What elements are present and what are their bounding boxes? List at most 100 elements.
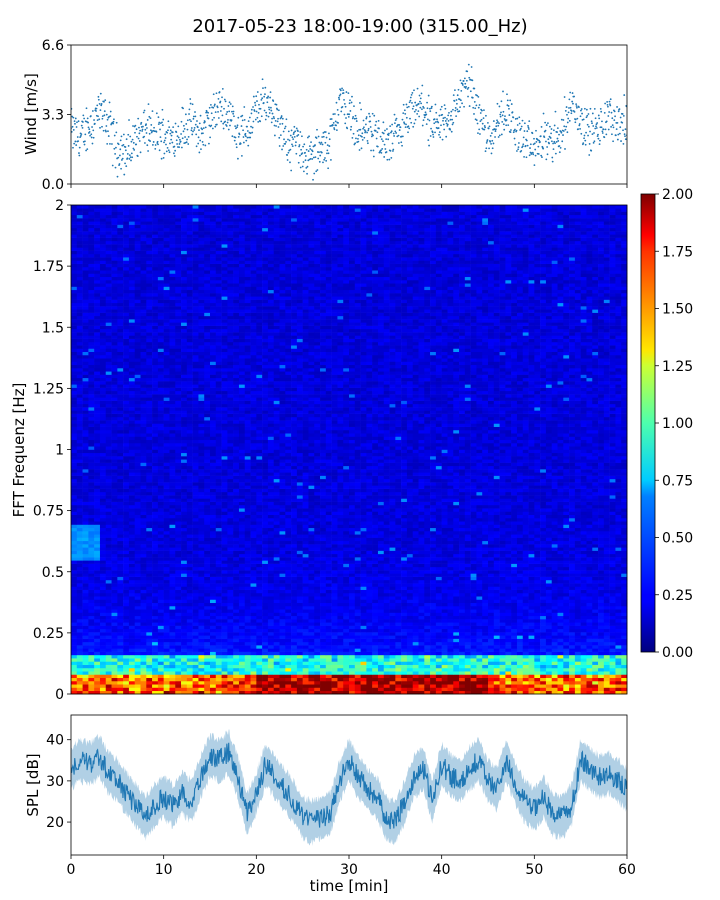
wind-point xyxy=(609,98,612,101)
wind-point xyxy=(383,156,386,158)
wind-point xyxy=(463,105,465,108)
wind-point xyxy=(229,124,231,127)
wind-point xyxy=(389,149,392,152)
wind-point xyxy=(472,106,475,109)
wind-point xyxy=(180,146,183,149)
wind-point xyxy=(97,115,99,118)
wind-point xyxy=(566,113,568,116)
wind-panel: 0.0 3.3 6.6 Wind [m/s] xyxy=(22,38,628,193)
wind-point xyxy=(295,141,297,144)
wind-point xyxy=(337,96,340,99)
wind-point xyxy=(341,87,343,90)
spl-ylabel: SPL [dB] xyxy=(24,753,42,816)
wind-point xyxy=(71,130,73,133)
wind-point xyxy=(525,139,528,142)
wind-point xyxy=(275,103,278,106)
wind-point xyxy=(372,155,375,158)
wind-point xyxy=(256,100,258,102)
x-tick-label: 50 xyxy=(525,862,543,878)
wind-point xyxy=(450,110,453,113)
wind-point xyxy=(606,101,609,103)
wind-point xyxy=(426,101,428,104)
wind-point xyxy=(301,165,304,168)
wind-point xyxy=(155,112,158,115)
wind-point xyxy=(461,84,464,86)
wind-point xyxy=(268,112,271,114)
wind-point xyxy=(99,92,102,95)
wind-point xyxy=(467,86,470,89)
wind-point xyxy=(413,122,416,125)
wind-point xyxy=(202,127,205,130)
wind-point xyxy=(169,142,171,145)
wind-point xyxy=(107,135,110,137)
wind-point xyxy=(598,117,601,120)
wind-point xyxy=(281,148,283,151)
wind-point xyxy=(449,128,452,131)
wind-point xyxy=(593,140,596,143)
wind-point xyxy=(290,169,293,172)
wind-point xyxy=(407,105,410,108)
wind-point xyxy=(529,147,531,149)
wind-point xyxy=(561,140,564,143)
wind-point xyxy=(302,170,305,173)
wind-point xyxy=(136,135,138,138)
wind-point xyxy=(352,132,355,135)
wind-point xyxy=(500,111,502,114)
wind-point xyxy=(451,118,454,121)
wind-point xyxy=(364,123,367,126)
wind-point xyxy=(395,117,398,120)
wind-points xyxy=(71,63,627,181)
wind-point xyxy=(436,118,438,121)
wind-point xyxy=(446,118,448,120)
wind-point xyxy=(508,107,510,110)
wind-point xyxy=(192,115,195,118)
wind-point xyxy=(232,110,235,113)
colorbar-scale xyxy=(640,193,656,653)
wind-point xyxy=(450,130,453,133)
wind-point xyxy=(496,102,499,105)
wind-point xyxy=(421,84,424,87)
wind-point xyxy=(243,106,246,108)
wind-point xyxy=(419,100,421,103)
wind-point xyxy=(432,136,435,138)
wind-point xyxy=(339,89,342,92)
wind-point xyxy=(120,159,123,161)
wind-point xyxy=(430,107,433,109)
wind-point xyxy=(271,117,273,120)
wind-point xyxy=(438,114,441,117)
wind-point xyxy=(608,111,611,113)
wind-point xyxy=(102,129,105,132)
wind-point xyxy=(407,125,410,128)
wind-point xyxy=(243,118,246,121)
wind-point xyxy=(619,126,622,129)
wind-point xyxy=(609,104,612,107)
wind-point xyxy=(194,111,196,113)
wind-point xyxy=(266,96,269,99)
x-tick-label: 0 xyxy=(67,862,76,878)
wind-point xyxy=(321,136,324,138)
wind-point xyxy=(535,140,538,143)
wind-point xyxy=(95,110,97,112)
wind-point xyxy=(407,131,409,134)
wind-point xyxy=(103,114,106,117)
wind-point xyxy=(552,148,555,151)
wind-point xyxy=(146,144,149,147)
wind-point xyxy=(112,122,115,125)
wind-point xyxy=(544,121,547,124)
wind-point xyxy=(494,128,497,131)
wind-point xyxy=(186,119,189,122)
wind-point xyxy=(89,134,91,137)
wind-point xyxy=(311,158,314,160)
wind-point xyxy=(545,158,548,161)
wind-point xyxy=(380,151,383,154)
wind-point xyxy=(125,138,128,141)
spectrogram-ytick-label: 1.5 xyxy=(42,320,64,336)
wind-point xyxy=(173,145,176,148)
wind-point xyxy=(430,105,433,108)
wind-point xyxy=(98,102,101,105)
wind-point xyxy=(207,117,210,120)
wind-point xyxy=(162,156,165,159)
wind-point xyxy=(552,129,555,132)
wind-point xyxy=(618,132,621,135)
wind-point xyxy=(293,135,296,138)
